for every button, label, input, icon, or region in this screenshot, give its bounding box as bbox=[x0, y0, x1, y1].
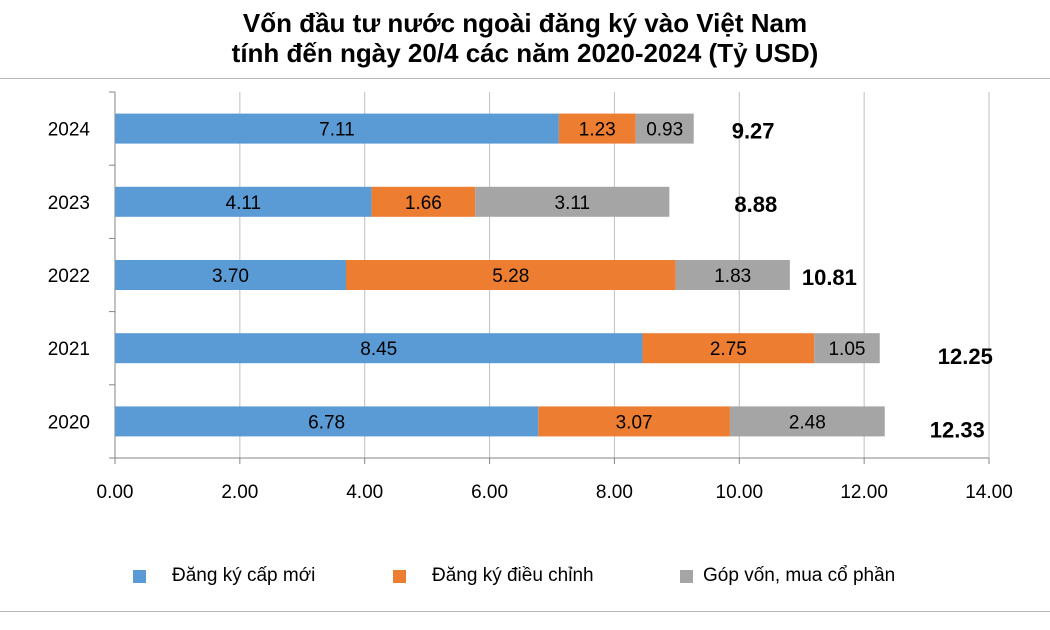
y-tick-label: 2020 bbox=[48, 412, 90, 433]
bar-segment bbox=[345, 260, 676, 290]
x-tick-label: 8.00 bbox=[596, 482, 633, 503]
bar-value-label: 5.28 bbox=[492, 266, 529, 287]
x-tick-label: 6.00 bbox=[471, 482, 508, 503]
legend-label-new-registration: Đăng ký cấp mới bbox=[172, 565, 316, 586]
x-tick-label: 10.00 bbox=[716, 482, 764, 503]
bar-value-label: 1.23 bbox=[579, 120, 616, 141]
x-tick-label: 2.00 bbox=[221, 482, 258, 503]
bar-segment bbox=[371, 186, 476, 217]
chart-title-line-1: Vốn đầu tư nước ngoài đăng ký vào Việt N… bbox=[242, 8, 808, 38]
bar-segment bbox=[115, 260, 346, 290]
top-divider bbox=[0, 78, 1050, 79]
bar-segment bbox=[115, 186, 372, 217]
legend-label-capital-contribution: Góp vốn, mua cổ phần bbox=[703, 565, 896, 586]
bar-total-label: 10.81 bbox=[802, 265, 857, 290]
bar-segment bbox=[642, 333, 815, 364]
bar-value-label: 4.11 bbox=[226, 193, 262, 214]
bottom-divider bbox=[0, 611, 1050, 612]
chart-title-line-2: tính đến ngày 20/4 các năm 2020-2024 (Tỷ… bbox=[231, 38, 819, 68]
y-tick-label: 2024 bbox=[48, 120, 91, 141]
bar-value-label: 1.83 bbox=[714, 266, 751, 287]
bar-total-label: 9.27 bbox=[732, 119, 775, 144]
bar-segment bbox=[675, 260, 790, 290]
x-tick-label: 4.00 bbox=[346, 482, 383, 503]
bar-segment bbox=[475, 186, 670, 217]
bar-total-label: 12.33 bbox=[930, 417, 985, 442]
bar-value-label: 2.75 bbox=[710, 339, 747, 360]
bar-value-label: 0.93 bbox=[646, 120, 683, 141]
legend-item-new-registration: Đăng ký cấp mới bbox=[133, 561, 315, 591]
legend-swatch-capital-contribution bbox=[680, 569, 693, 583]
legend-swatch-adjusted-registration bbox=[393, 569, 406, 583]
bar-value-label: 1.05 bbox=[828, 339, 865, 360]
x-tick-label: 0.00 bbox=[97, 482, 134, 503]
x-tick-label: 14.00 bbox=[965, 482, 1013, 503]
legend-swatch-new-registration bbox=[133, 569, 146, 583]
bar-segment bbox=[635, 113, 694, 144]
bar-value-label: 3.70 bbox=[212, 266, 249, 287]
bar-value-label: 7.11 bbox=[319, 120, 355, 141]
bar-chart: 0.00 2.00 4.00 6.00 8.00 10.00 12.00 14.00 2024 7… bbox=[48, 91, 1013, 503]
bar-segment bbox=[729, 406, 885, 437]
bar-segment bbox=[814, 333, 880, 364]
bar-segment bbox=[115, 333, 643, 364]
bar-segment bbox=[558, 113, 636, 144]
bar-total-label: 12.25 bbox=[938, 344, 993, 369]
bar-value-label: 2.48 bbox=[789, 412, 826, 433]
bar-total-label: 8.88 bbox=[734, 192, 777, 217]
bar-value-label: 6.78 bbox=[308, 412, 345, 433]
y-tick-label: 2022 bbox=[48, 266, 90, 287]
chart-legend: Đăng ký cấp mới Đăng ký điều chỉnh Góp v… bbox=[0, 561, 1050, 591]
bar-value-label: 1.66 bbox=[405, 193, 442, 214]
chart-title: Vốn đầu tư nước ngoài đăng ký vào Việt N… bbox=[0, 8, 1050, 68]
bar-segment bbox=[115, 113, 559, 144]
bar-value-label: 3.07 bbox=[616, 412, 653, 433]
legend-item-capital-contribution: Góp vốn, mua cổ phần bbox=[680, 561, 895, 591]
bar-value-label: 3.11 bbox=[555, 193, 591, 214]
y-tick-label: 2021 bbox=[48, 339, 90, 360]
bar-value-label: 8.45 bbox=[360, 339, 397, 360]
y-tick-label: 2023 bbox=[48, 193, 90, 214]
bar-segment bbox=[115, 406, 539, 437]
bar-segment bbox=[538, 406, 730, 437]
legend-item-adjusted-registration: Đăng ký điều chỉnh bbox=[393, 561, 594, 591]
legend-label-adjusted-registration: Đăng ký điều chỉnh bbox=[432, 565, 594, 586]
x-tick-label: 12.00 bbox=[840, 482, 888, 503]
